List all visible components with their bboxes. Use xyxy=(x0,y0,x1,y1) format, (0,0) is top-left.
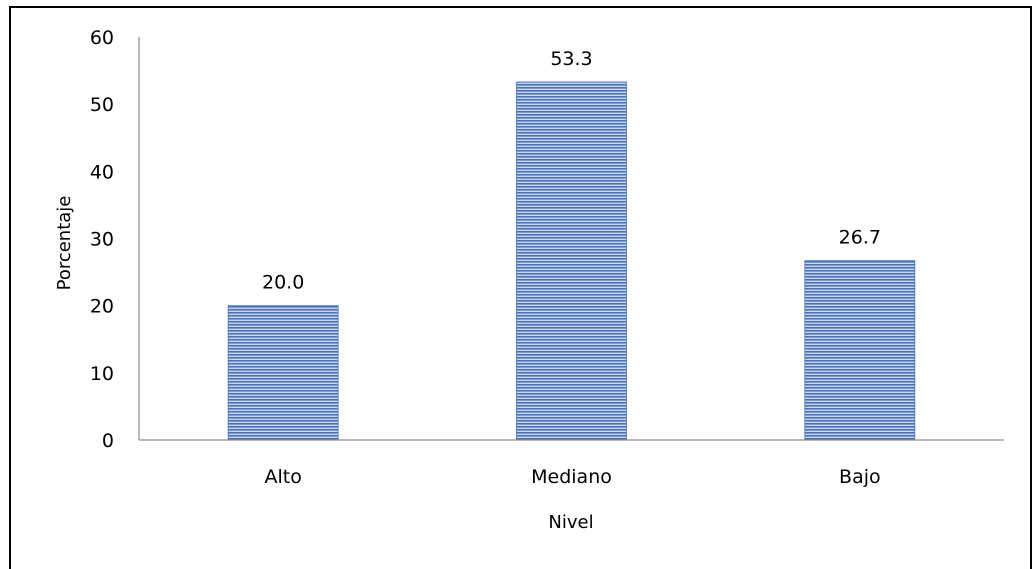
data-labels-group: 20.0 53.3 26.7 xyxy=(262,48,881,294)
x-axis-ticks: Alto Mediano Bajo xyxy=(264,466,880,488)
x-axis-title: Nivel xyxy=(548,512,593,533)
y-axis-ticks: 0 10 20 30 40 50 60 xyxy=(90,27,114,452)
x-tick-label-alto: Alto xyxy=(264,466,301,488)
bar-alto xyxy=(227,305,339,441)
x-tick-label-mediano: Mediano xyxy=(531,466,612,488)
data-label-alto: 20.0 xyxy=(262,272,304,294)
bars-group xyxy=(227,81,916,441)
y-tick-label: 60 xyxy=(90,27,114,49)
y-tick-label: 30 xyxy=(90,229,114,251)
bar-bajo xyxy=(804,260,916,441)
y-tick-label: 10 xyxy=(90,363,114,385)
y-tick-label: 40 xyxy=(90,161,114,183)
bar-mediano xyxy=(516,81,627,441)
y-tick-label: 50 xyxy=(90,94,114,116)
data-label-mediano: 53.3 xyxy=(550,48,592,70)
x-tick-label-bajo: Bajo xyxy=(839,466,881,488)
y-tick-label: 20 xyxy=(90,296,114,318)
y-tick-label: 0 xyxy=(102,430,114,452)
data-label-bajo: 26.7 xyxy=(839,227,881,249)
y-axis-title: Porcentaje xyxy=(54,196,75,291)
